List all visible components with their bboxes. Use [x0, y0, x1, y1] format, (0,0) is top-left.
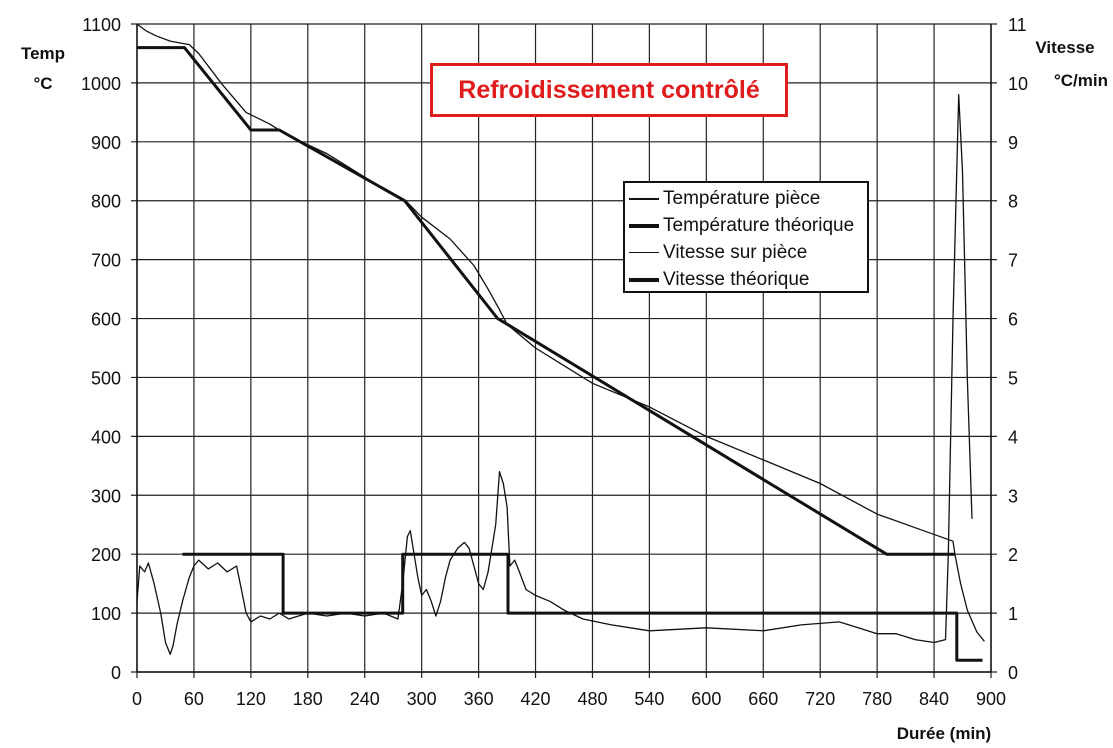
- series-line-1: [136, 23, 985, 642]
- y-right-label-line2: °C/min: [1053, 71, 1108, 90]
- y-left-tick-label: 900: [91, 133, 121, 153]
- legend-swatch: [629, 277, 659, 282]
- x-tick-label: 600: [691, 689, 721, 709]
- legend-item: Vitesse sur pièce: [629, 239, 867, 266]
- chart-title: Refroidissement contrôlé: [458, 75, 760, 104]
- x-tick-label: 720: [805, 689, 835, 709]
- y-right-tick-label: 7: [1008, 251, 1018, 271]
- x-tick-label: 360: [464, 689, 494, 709]
- y-right-tick-label: 1: [1008, 604, 1018, 624]
- x-tick-label: 660: [748, 689, 778, 709]
- y-left-tick-label: 800: [91, 192, 121, 212]
- legend-label: Vitesse sur pièce: [663, 241, 808, 263]
- x-tick-label: 300: [407, 689, 437, 709]
- y-right-tick-label: 6: [1008, 310, 1018, 330]
- series-line-2: [137, 46, 955, 556]
- y-left-tick-label: 400: [91, 427, 121, 447]
- y-left-tick-label: 600: [91, 310, 121, 330]
- y-right-label: Vitesse °C/min: [1022, 38, 1108, 91]
- y-left-tick-label: 0: [111, 663, 121, 683]
- chart-title-box: Refroidissement contrôlé: [430, 63, 788, 117]
- x-tick-label: 480: [577, 689, 607, 709]
- y-right-tick-label: 4: [1008, 427, 1018, 447]
- legend-label: Température pièce: [663, 187, 821, 209]
- x-tick-label: 780: [862, 689, 892, 709]
- legend-swatch: [629, 197, 659, 200]
- x-tick-label: 420: [521, 689, 551, 709]
- x-tick-label: 0: [132, 689, 142, 709]
- y-right-tick-label: 11: [1008, 15, 1027, 35]
- legend-item: Température théorique: [629, 212, 867, 239]
- y-left-tick-label: 200: [91, 545, 121, 565]
- y-right-tick-label: 10: [1008, 74, 1028, 94]
- legend-item: Vitesse théorique: [629, 266, 867, 293]
- x-tick-label: 900: [976, 689, 1006, 709]
- legend-swatch: [629, 252, 659, 253]
- x-axis-label: Durée (min): [896, 724, 992, 743]
- x-tick-label: 540: [634, 689, 664, 709]
- y-right-tick-label: 5: [1008, 368, 1018, 388]
- y-right-tick-label: 8: [1008, 192, 1018, 212]
- legend-swatch: [629, 223, 659, 228]
- y-right-tick-label: 0: [1008, 663, 1018, 683]
- series-line-4: [182, 552, 983, 662]
- x-tick-label: 240: [350, 689, 380, 709]
- y-left-tick-label: 300: [91, 486, 121, 506]
- y-left-label-line2: °C: [33, 74, 53, 93]
- y-left-tick-label: 1000: [81, 74, 121, 94]
- y-right-label-line1: Vitesse: [1035, 38, 1095, 57]
- y-left-tick-label: 1100: [82, 15, 121, 35]
- x-tick-label: 120: [236, 689, 266, 709]
- series-line-3: [136, 94, 973, 655]
- y-left-label: Temp °C: [14, 44, 72, 94]
- x-tick-label: 60: [184, 689, 204, 709]
- y-left-tick-label: 500: [91, 368, 121, 388]
- legend-label: Température théorique: [663, 214, 855, 236]
- y-right-tick-label: 9: [1008, 133, 1018, 153]
- legend: Température pièce Température théorique …: [623, 181, 869, 293]
- x-tick-label: 840: [919, 689, 949, 709]
- y-right-tick-label: 3: [1008, 486, 1018, 506]
- legend-label: Vitesse théorique: [663, 268, 810, 290]
- y-left-label-line1: Temp: [20, 44, 66, 63]
- y-right-tick-label: 2: [1008, 545, 1018, 565]
- legend-item: Température pièce: [629, 185, 867, 212]
- y-left-tick-label: 100: [91, 604, 121, 624]
- x-tick-label: 180: [293, 689, 323, 709]
- y-left-tick-label: 700: [91, 251, 121, 271]
